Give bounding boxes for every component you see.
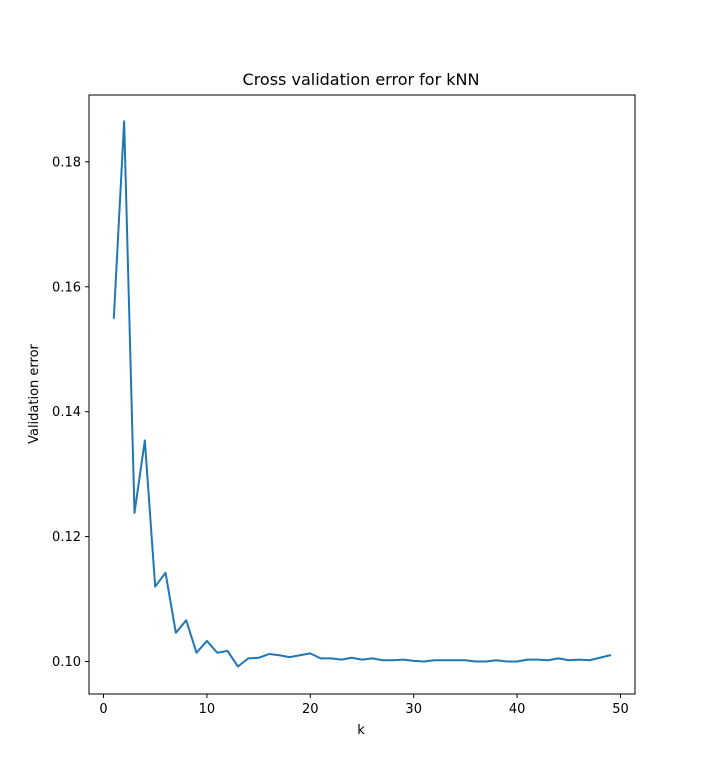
x-tick-label: 10 [199, 702, 216, 717]
series-group [112, 120, 612, 668]
y-axis-label: Validation error [27, 343, 42, 443]
x-axis: 0 10 20 30 40 50 [99, 694, 629, 717]
x-axis-label: k [357, 723, 365, 738]
y-tick-label: 0.16 [52, 280, 81, 295]
chart-title: Cross validation error for kNN [243, 70, 480, 89]
plot-frame [88, 94, 636, 695]
y-tick-label: 0.14 [52, 405, 81, 420]
y-tick-label: 0.12 [52, 530, 81, 545]
x-tick-label: 0 [99, 702, 107, 717]
y-tick-label: 0.10 [52, 655, 81, 670]
y-tick-label: 0.18 [52, 155, 81, 170]
x-tick-label: 50 [612, 702, 629, 717]
x-tick-label: 20 [302, 702, 319, 717]
series-line [112, 120, 612, 668]
x-tick-label: 30 [405, 702, 422, 717]
y-axis: 0.10 0.12 0.14 0.16 0.18 [52, 155, 89, 670]
x-tick-label: 40 [509, 702, 526, 717]
